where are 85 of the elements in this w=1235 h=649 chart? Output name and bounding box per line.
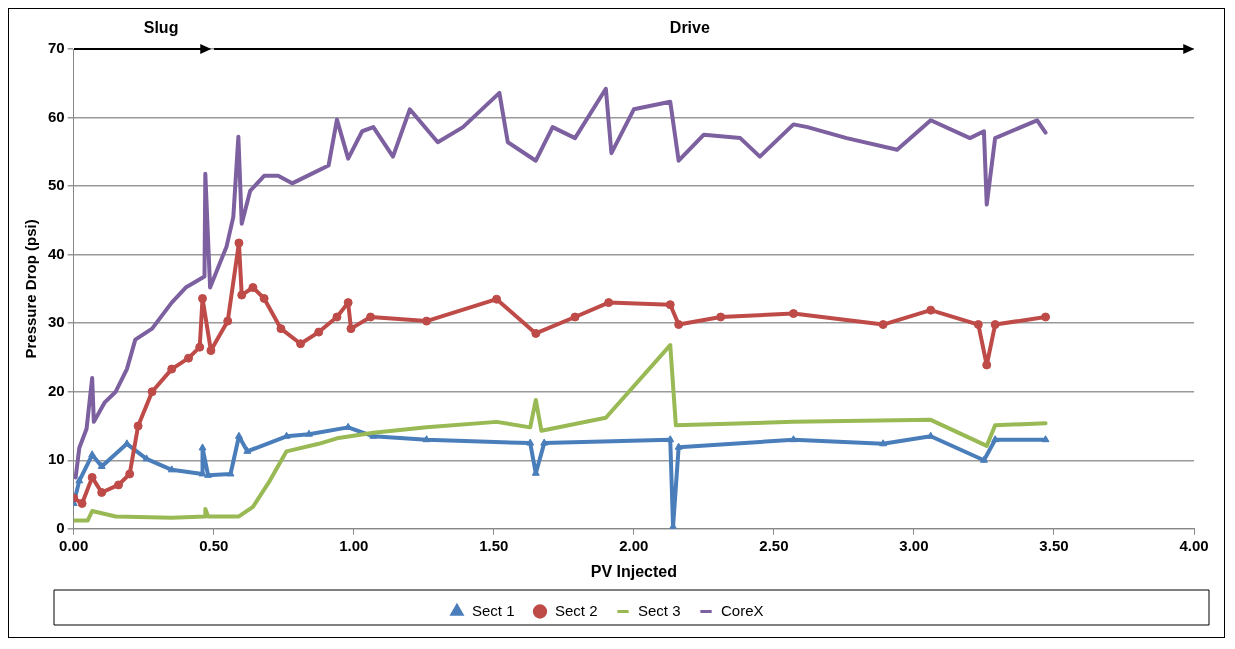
point — [789, 435, 798, 443]
point — [674, 320, 684, 330]
point — [88, 450, 97, 458]
x-tick-label: 2.00 — [619, 536, 649, 554]
point — [234, 238, 244, 248]
point — [248, 283, 258, 293]
point — [97, 487, 107, 497]
point — [296, 339, 306, 349]
point — [665, 300, 675, 310]
x-tick-label: 1.00 — [339, 536, 369, 554]
point — [1041, 312, 1051, 322]
point — [973, 320, 983, 330]
point — [75, 476, 84, 484]
y-tick-label: 60 — [48, 107, 65, 125]
point — [114, 480, 123, 490]
point — [147, 387, 157, 397]
point — [422, 435, 431, 443]
point — [167, 364, 177, 374]
x-tick-label: 3.50 — [1039, 536, 1069, 554]
point — [198, 294, 208, 303]
point — [531, 328, 541, 338]
x-tick-label: 3.00 — [899, 536, 929, 554]
point — [184, 353, 194, 363]
x-tick-label: 4.00 — [1179, 536, 1209, 554]
point — [122, 439, 131, 447]
point — [788, 309, 798, 319]
x-axis-title: PV Injected — [590, 562, 677, 580]
legend-label: Sect 3 — [638, 601, 681, 619]
x-tick-label: 2.50 — [759, 536, 789, 554]
legend-label: Sect 1 — [471, 601, 515, 619]
point — [1041, 435, 1050, 443]
point — [237, 290, 247, 300]
point — [125, 469, 135, 479]
point — [666, 435, 675, 443]
y-tick-label: 30 — [48, 313, 65, 331]
text: Drive — [669, 19, 710, 37]
point — [926, 431, 935, 439]
point — [343, 298, 353, 308]
point — [87, 472, 97, 482]
point — [492, 294, 502, 304]
point — [926, 305, 936, 315]
point — [234, 431, 243, 439]
point — [243, 446, 252, 454]
y-tick-label: 50 — [48, 176, 65, 194]
point — [167, 465, 176, 473]
y-tick-label: 20 — [48, 381, 65, 399]
y-tick-label: 40 — [48, 244, 65, 262]
point — [226, 469, 235, 477]
point — [223, 316, 233, 326]
point — [259, 294, 269, 303]
point — [133, 421, 143, 431]
point — [990, 320, 1000, 330]
x-tick-label: 0.00 — [59, 536, 89, 554]
point — [540, 438, 549, 446]
point — [304, 429, 313, 437]
point — [195, 342, 205, 352]
point — [674, 442, 683, 450]
y-tick-label: 0 — [56, 518, 65, 536]
point — [526, 438, 535, 446]
point — [878, 320, 888, 330]
point — [332, 312, 342, 322]
x-tick-label: 1.50 — [479, 536, 509, 554]
point — [77, 498, 87, 508]
point — [97, 461, 106, 469]
x-tick-label: 0.50 — [199, 536, 229, 554]
point — [716, 312, 726, 322]
point — [991, 435, 1000, 443]
point — [422, 316, 432, 326]
point — [570, 312, 580, 322]
point — [982, 360, 992, 370]
point — [198, 443, 207, 451]
point — [979, 455, 988, 463]
point — [879, 439, 888, 447]
legend-label: CoreX — [721, 601, 764, 619]
point — [604, 298, 614, 308]
point — [346, 324, 356, 334]
y-tick-label: 70 — [48, 39, 65, 57]
point — [366, 312, 376, 322]
y-tick-label: 10 — [48, 450, 65, 468]
point — [206, 346, 216, 356]
legend-label: Sect 2 — [554, 601, 598, 619]
point — [314, 327, 324, 337]
text: Slug — [143, 19, 179, 37]
point — [276, 324, 286, 334]
y-axis-title: Pressure Drop (psi) — [22, 219, 40, 359]
